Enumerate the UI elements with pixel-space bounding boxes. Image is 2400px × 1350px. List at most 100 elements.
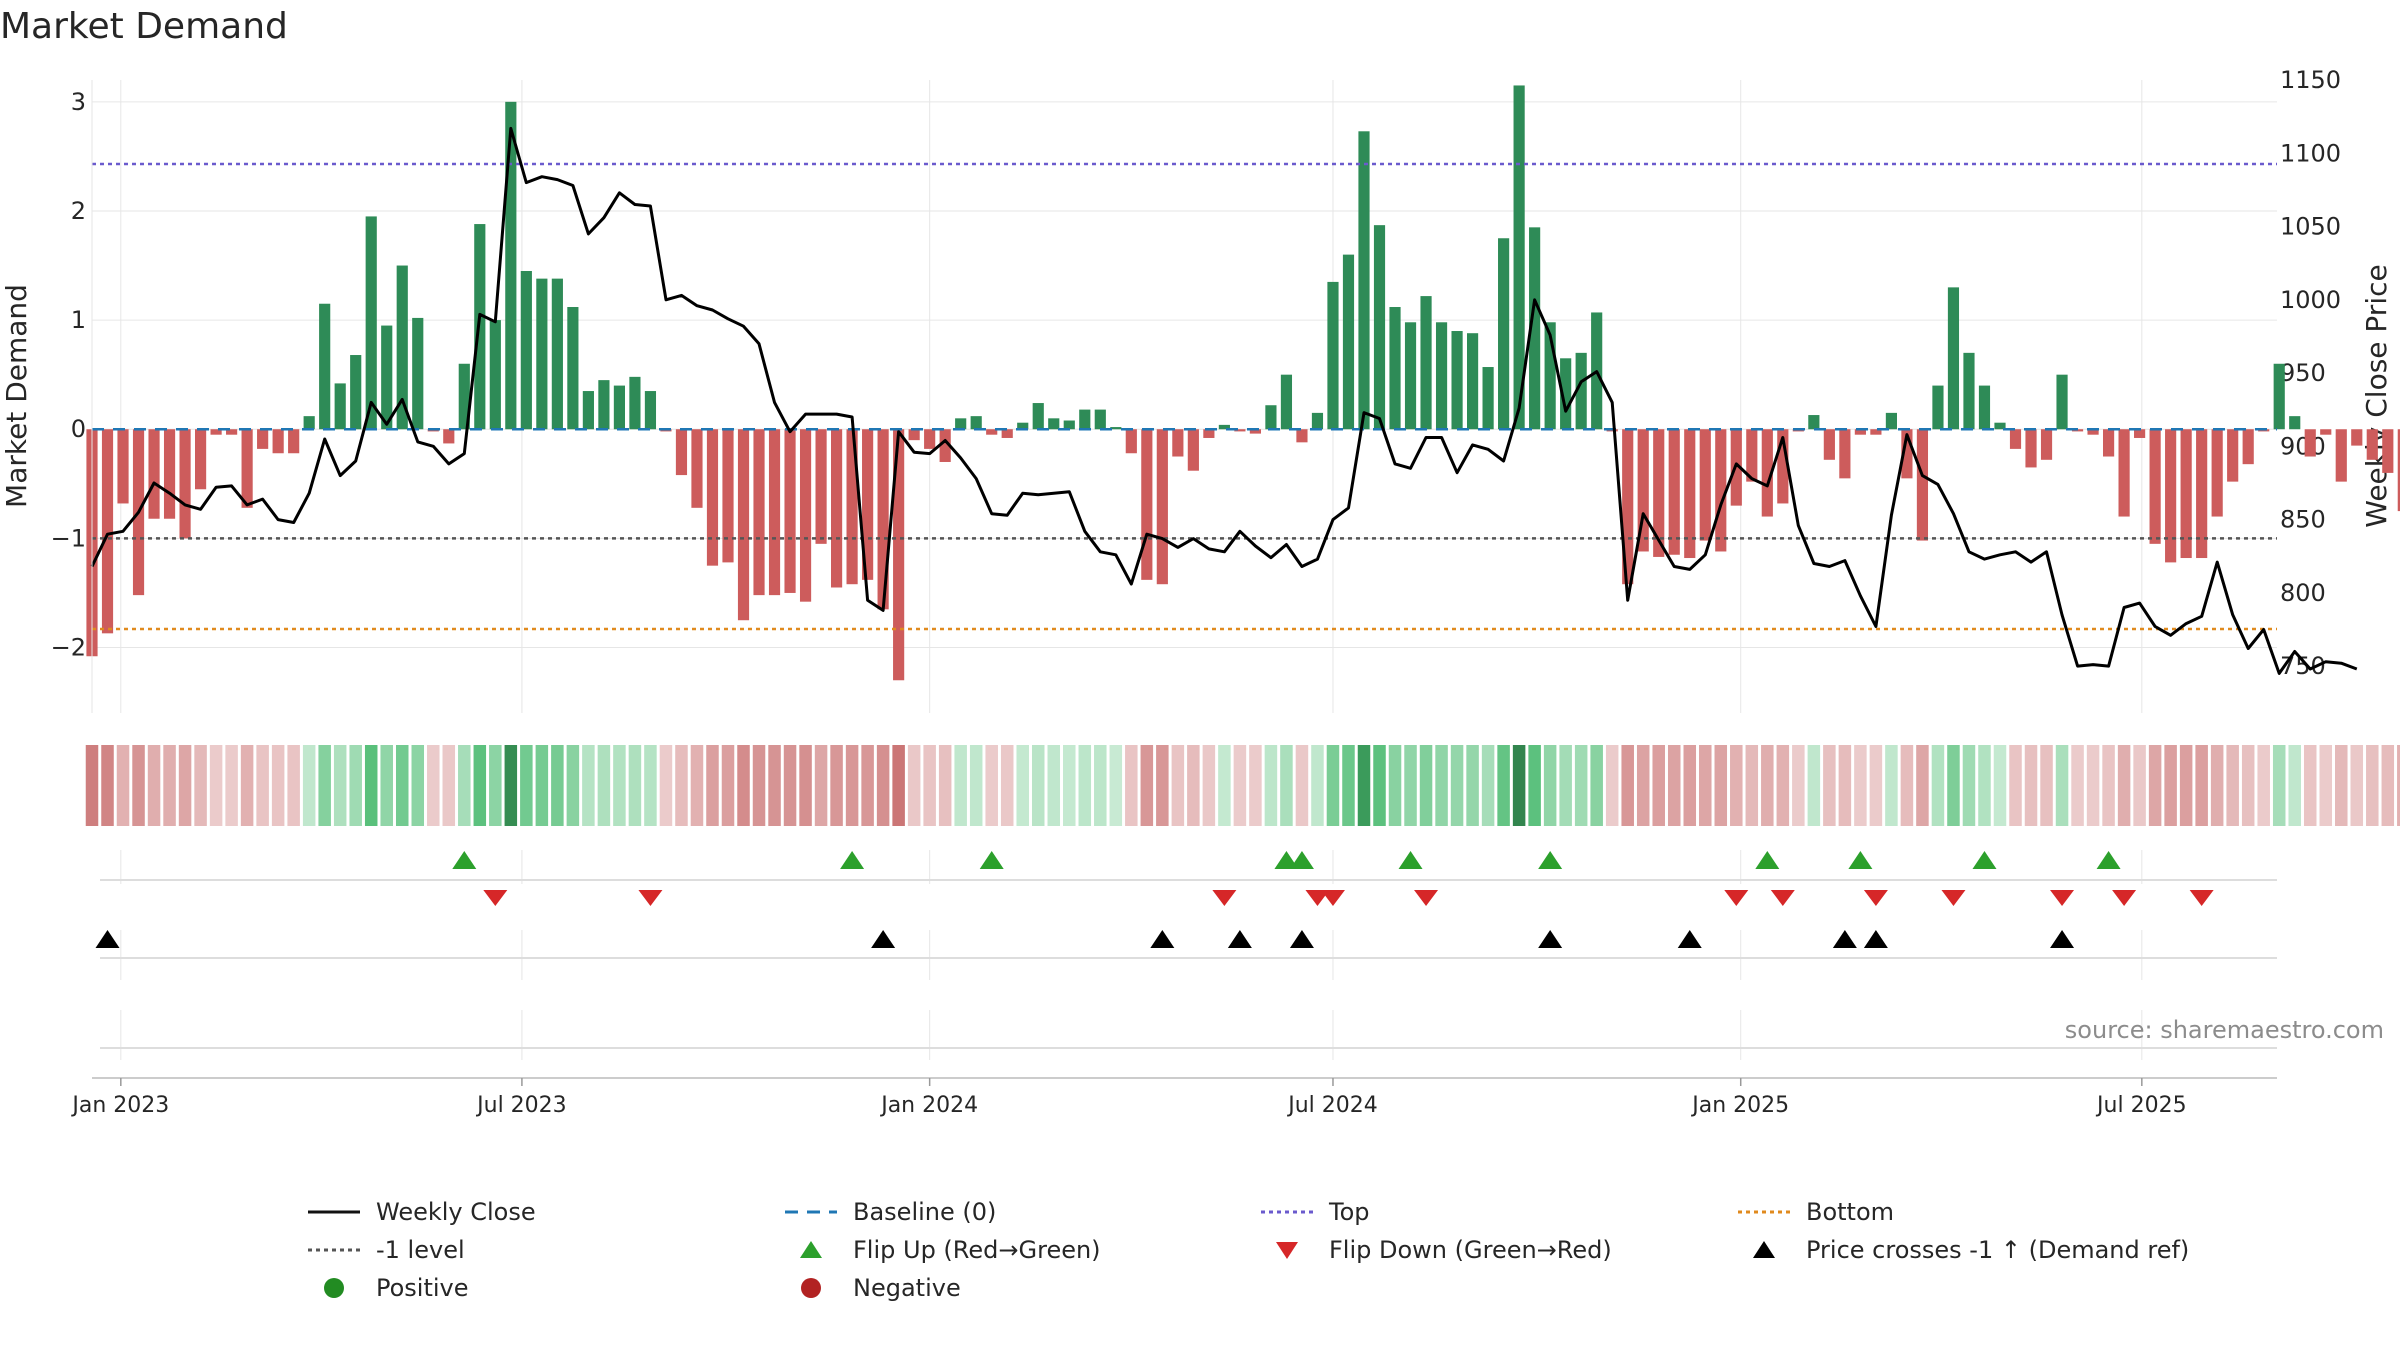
demand-bar	[2351, 429, 2363, 446]
demand-bar	[1498, 238, 1510, 430]
legend-label: -1 level	[376, 1236, 465, 1264]
x-tick-label: Jul 2025	[2095, 1093, 2187, 1118]
heat-cell	[2288, 745, 2301, 826]
legend-item-positive: Positive	[300, 1271, 469, 1305]
demand-bar	[412, 317, 424, 430]
demand-bar	[288, 429, 300, 454]
legend-symbol	[1753, 1241, 1775, 1258]
demand-bar	[272, 429, 284, 454]
flip-down-marker	[1414, 890, 1439, 906]
heat-cell	[737, 745, 750, 826]
flip-down-marker	[2112, 890, 2137, 906]
heat-cell	[1466, 745, 1479, 826]
heat-cell	[1311, 745, 1324, 826]
demand-bar	[1466, 333, 1479, 430]
legend-item-negative: Negative	[777, 1271, 961, 1305]
heat-cell	[427, 745, 440, 826]
demand-bar	[536, 278, 548, 430]
demand-bar	[644, 391, 657, 430]
heat-cell	[1202, 745, 1216, 826]
heat-cell	[1667, 745, 1681, 826]
heat-cell	[1636, 745, 1650, 826]
demand-bar	[1063, 420, 1075, 430]
demand-bar	[2320, 429, 2332, 435]
demand-bar	[319, 303, 331, 430]
heat-cell	[458, 745, 471, 826]
flip-up-marker	[2096, 851, 2121, 869]
demand-bar	[2056, 374, 2068, 430]
demand-bar	[101, 429, 114, 634]
demand-bar	[334, 383, 346, 430]
demand-bar	[815, 429, 827, 544]
legend-symbol	[324, 1278, 344, 1298]
flip-up-marker	[1289, 851, 1314, 869]
heat-cell	[2040, 745, 2053, 826]
heat-cell	[1388, 745, 1402, 826]
left-tick-label: 2	[71, 197, 86, 225]
heat-cell	[1419, 745, 1433, 826]
flip-down-marker	[1320, 890, 1345, 906]
price-cross-marker	[1677, 930, 1702, 948]
heat-cell	[1156, 745, 1169, 826]
heat-cell	[2335, 745, 2348, 826]
legend-item-top: Top	[1253, 1195, 1370, 1229]
chart-title: Market Demand	[0, 6, 288, 47]
x-tick-label: Jan 2023	[70, 1093, 169, 1118]
demand-bar	[1684, 429, 1696, 559]
demand-bar	[1761, 429, 1773, 517]
demand-bar	[2227, 429, 2239, 482]
heat-cell	[256, 745, 269, 826]
demand-bar	[1404, 322, 1417, 430]
heat-cell	[271, 745, 285, 826]
demand-bar	[567, 307, 579, 430]
demand-bar	[2180, 429, 2192, 559]
legend-symbol	[1276, 1242, 1298, 1259]
legend-label: Flip Up (Red→Green)	[853, 1236, 1101, 1264]
heat-cell	[1528, 745, 1541, 826]
demand-bar	[179, 429, 191, 539]
heat-cell	[1218, 745, 1231, 826]
demand-bar	[1296, 429, 1308, 443]
demand-bar	[1451, 331, 1463, 430]
heat-cell	[1652, 745, 1665, 826]
demand-bar	[1048, 418, 1060, 430]
heat-cell	[1497, 745, 1510, 826]
heat-cell	[1342, 745, 1355, 826]
demand-bar	[489, 320, 501, 430]
right-tick-label: 1050	[2280, 213, 2341, 241]
price-cross-marker	[1150, 930, 1175, 948]
heat-cell	[1171, 745, 1185, 826]
heat-cell	[1885, 745, 1898, 826]
heat-cell	[85, 745, 99, 826]
demand-bar	[955, 418, 967, 430]
heat-cell	[1792, 745, 1805, 826]
heat-cell	[613, 745, 626, 826]
demand-bar	[1978, 385, 1991, 430]
flip-up-marker	[1398, 851, 1423, 869]
heat-cell	[659, 745, 673, 826]
demand-bar	[2397, 429, 2400, 512]
demand-bar	[1187, 429, 1199, 471]
demand-bar	[1141, 429, 1153, 580]
right-tick-label: 1000	[2280, 286, 2341, 314]
legend-label: Top	[1329, 1198, 1370, 1226]
heat-cell	[1295, 745, 1309, 826]
heat-cell	[1854, 745, 1867, 826]
heat-cell	[1109, 745, 1123, 826]
demand-bar	[1637, 429, 1649, 552]
demand-bar	[1560, 358, 1572, 430]
demand-bar	[2242, 429, 2254, 465]
demand-bar	[1575, 352, 1587, 430]
demand-bar	[737, 429, 750, 621]
heat-cell	[2071, 745, 2084, 826]
demand-bar	[784, 429, 796, 593]
demand-bar	[1420, 296, 1432, 430]
heat-cell	[2397, 745, 2400, 826]
demand-bar	[1094, 409, 1106, 430]
heat-cell	[1978, 745, 1991, 826]
demand-bar	[1311, 412, 1324, 430]
demand-bar	[350, 355, 362, 430]
heat-cell	[116, 745, 130, 826]
demand-bar	[582, 391, 594, 430]
